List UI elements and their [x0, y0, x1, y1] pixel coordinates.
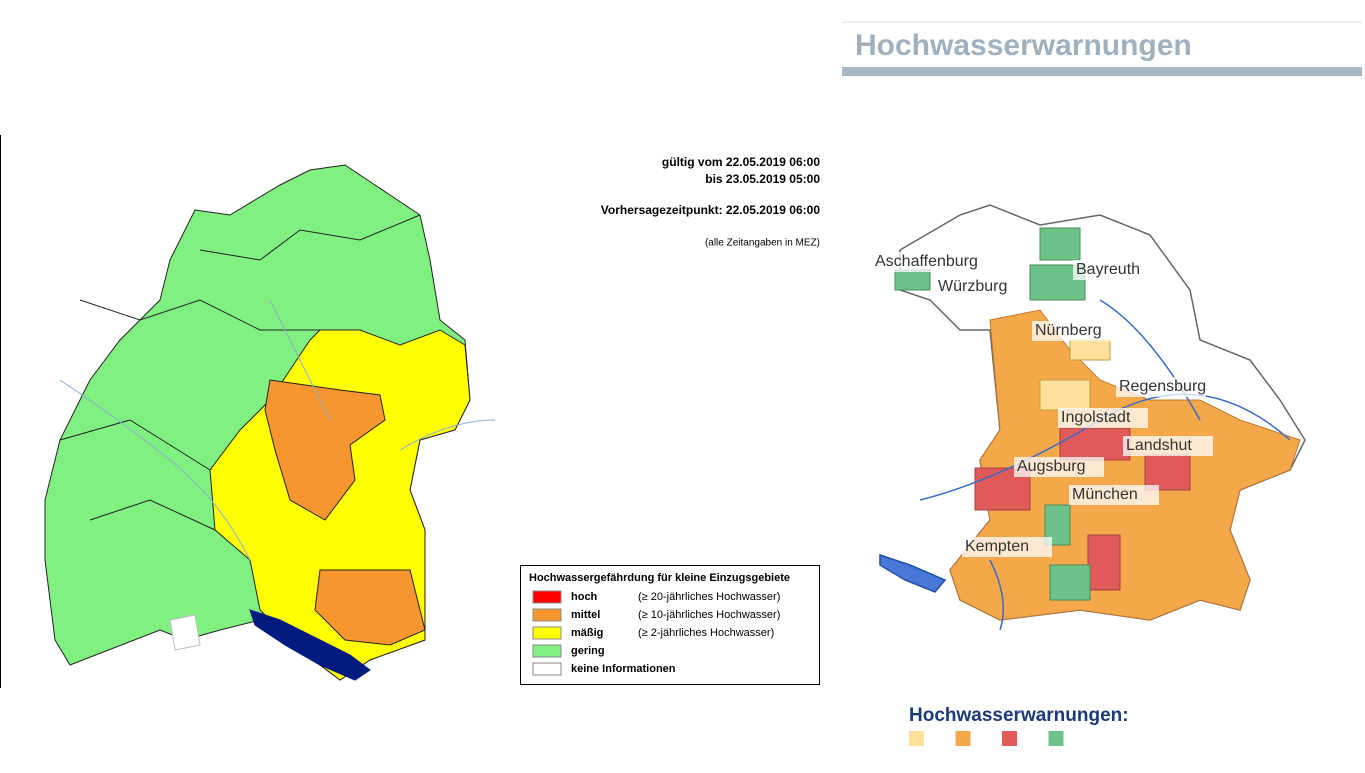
legend-swatch [532, 590, 562, 604]
bavaria-legend-title: Hochwasserwarnungen: [909, 705, 1129, 726]
city-label-bg [1073, 260, 1163, 280]
validity-from: gültig vom 22.05.2019 06:00 [662, 155, 820, 169]
city-label-bg [1014, 457, 1104, 477]
city-label: Aschaffenburg [875, 253, 978, 270]
legend-label: mäßig [571, 627, 603, 639]
city-label: Landshut [1126, 437, 1192, 454]
city-label-bg [962, 537, 1052, 557]
bavaria-legend-swatch [909, 731, 924, 746]
city-label-bg [1058, 408, 1148, 428]
legend: Hochwassergefährdung für kleine Einzugsg… [520, 565, 820, 685]
city-label: Bayreuth [1076, 261, 1140, 278]
legend-title: Hochwassergefährdung für kleine Einzugsg… [529, 572, 790, 584]
bw-map [44, 164, 496, 681]
legend-box [520, 565, 820, 685]
city-label: Augsburg [1017, 458, 1086, 475]
legend-description: (≥ 2-jährliches Hochwasser) [638, 627, 774, 639]
city-labels: Aschaffenburg Würzburg Bayreuth Nürnberg Reg… [872, 252, 1213, 557]
legend-swatch [532, 626, 562, 640]
city-label: Ingolstadt [1061, 409, 1131, 426]
legend-swatch [532, 662, 562, 676]
legend-description: (≥ 10-jährliches Hochwasser) [638, 609, 780, 621]
city-label: Kempten [965, 538, 1029, 555]
city-label: München [1072, 486, 1138, 503]
bavaria-legend-swatch [955, 731, 971, 746]
city-label-bg [1069, 485, 1159, 505]
bavaria-legend-swatch [1048, 731, 1064, 746]
legend-label: mittel [571, 609, 600, 621]
city-label-bg [1032, 321, 1122, 341]
header-title: Hochwasserwarnungen [855, 29, 1192, 62]
city-label-bg [935, 277, 1025, 297]
legend-label: hoch [571, 591, 598, 603]
validity-to: bis 23.05.2019 05:00 [705, 172, 820, 186]
city-label-bg [1116, 377, 1206, 397]
forecast-time: Vorhersagezeitpunkt: 22.05.2019 06:00 [601, 203, 821, 217]
legend-label: keine Informationen [571, 663, 676, 675]
bavaria-legend: Hochwasserwarnungen: [909, 705, 1129, 746]
legend-description: (≥ 20-jährliches Hochwasser) [638, 591, 780, 603]
city-label-bg [1123, 436, 1213, 456]
header-bar [842, 67, 1362, 76]
legend-swatch [532, 608, 562, 622]
legend-swatch [532, 644, 562, 658]
city-label: Regensburg [1119, 378, 1206, 395]
city-label: Nürnberg [1035, 322, 1102, 339]
city-label: Würzburg [938, 278, 1007, 295]
bavaria-legend-swatch [1002, 731, 1017, 746]
city-label-bg [872, 252, 962, 272]
time-note: (alle Zeitangaben in MEZ) [705, 238, 820, 249]
legend-label: gering [571, 645, 605, 657]
